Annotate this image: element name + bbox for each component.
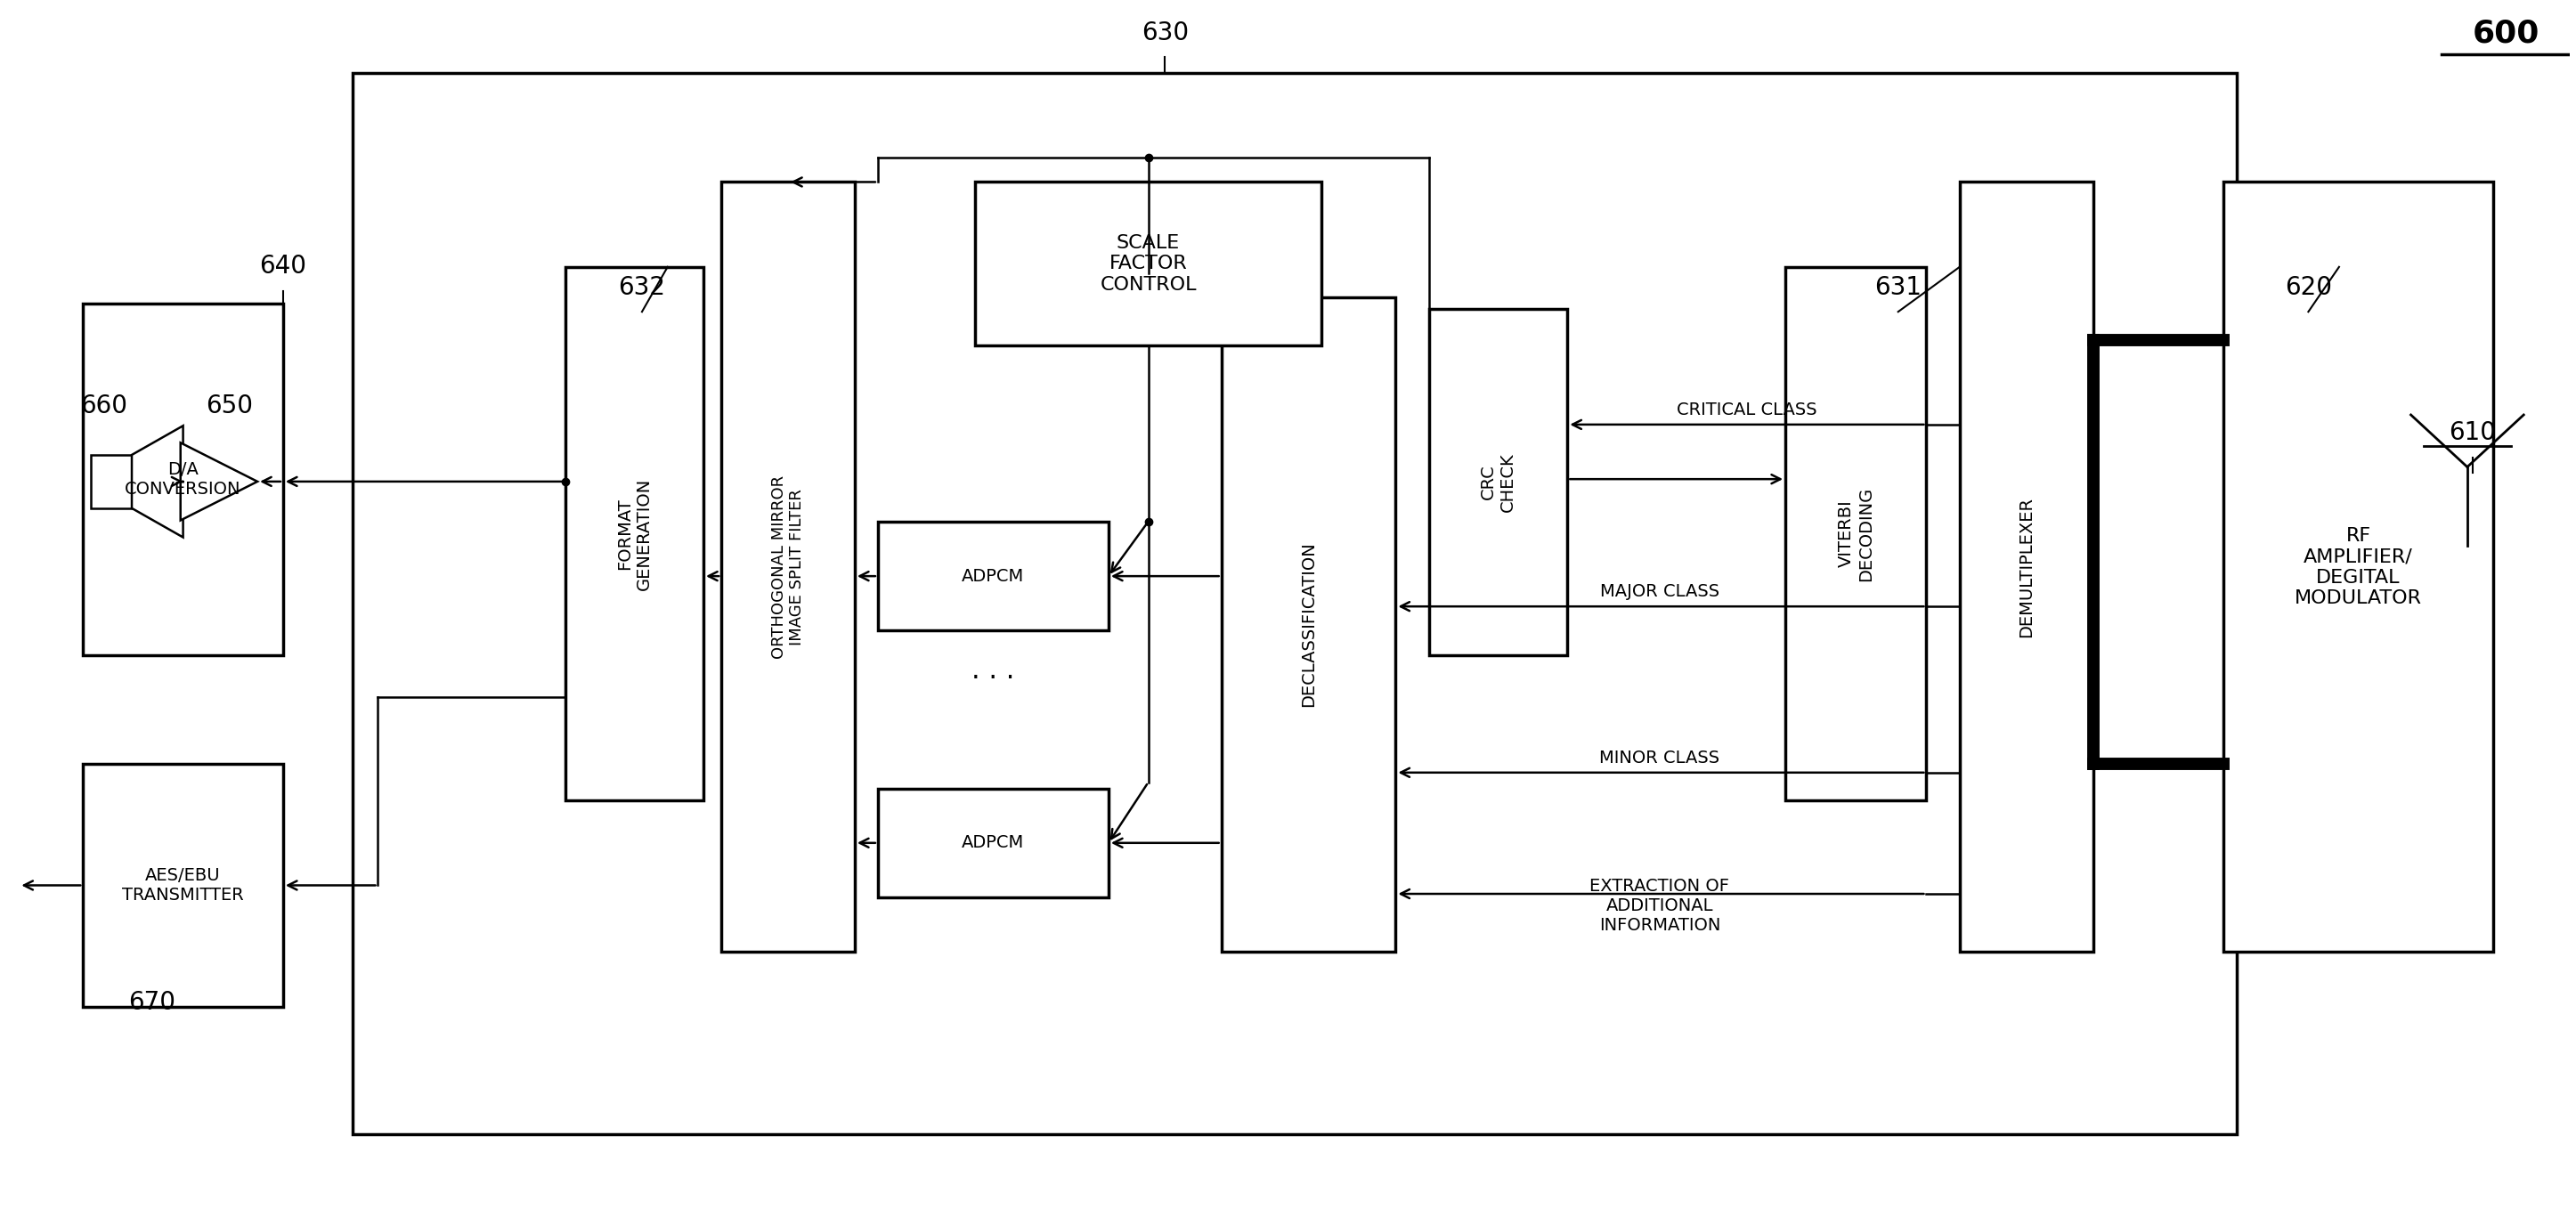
Text: DECLASSIFICATION: DECLASSIFICATION	[1301, 541, 1316, 707]
Text: MINOR CLASS: MINOR CLASS	[1600, 750, 1721, 767]
Text: 620: 620	[2285, 274, 2331, 300]
Bar	[721, 183, 855, 952]
Text: RF
AMPLIFIER/
DEGITAL
MODULATOR: RF AMPLIFIER/ DEGITAL MODULATOR	[2295, 527, 2421, 606]
Bar	[90, 454, 131, 508]
Bar	[1785, 267, 1927, 800]
Text: FORMAT
GENERATION: FORMAT GENERATION	[616, 478, 652, 590]
Text: 632: 632	[618, 274, 665, 300]
Bar	[564, 267, 703, 800]
Text: DEMULTIPLEXER: DEMULTIPLEXER	[2017, 496, 2035, 637]
Text: 670: 670	[129, 990, 175, 1016]
Text: ADPCM: ADPCM	[961, 567, 1025, 584]
Bar	[1960, 183, 2092, 952]
Text: 600: 600	[2473, 18, 2540, 49]
Text: 631: 631	[1875, 274, 1922, 300]
Bar	[878, 789, 1108, 898]
Text: 650: 650	[206, 393, 252, 419]
Bar	[353, 72, 2236, 1134]
Text: D/A
CONVERSION: D/A CONVERSION	[126, 461, 242, 497]
Text: CRITICAL CLASS: CRITICAL CLASS	[1677, 402, 1816, 419]
Text: MAJOR CLASS: MAJOR CLASS	[1600, 583, 1718, 600]
Text: ORTHOGONAL MIRROR
IMAGE SPLIT FILTER: ORTHOGONAL MIRROR IMAGE SPLIT FILTER	[770, 475, 806, 659]
Text: 660: 660	[80, 393, 126, 419]
Text: ADPCM: ADPCM	[961, 834, 1025, 851]
Text: · · ·: · · ·	[971, 666, 1015, 692]
Bar	[2223, 183, 2494, 952]
Bar	[82, 304, 283, 655]
Polygon shape	[180, 442, 258, 521]
Text: EXTRACTION OF
ADDITIONAL
INFORMATION: EXTRACTION OF ADDITIONAL INFORMATION	[1589, 878, 1728, 933]
Bar	[878, 522, 1108, 631]
Text: 640: 640	[260, 254, 307, 279]
Bar	[1221, 298, 1396, 952]
Text: SCALE
FACTOR
CONTROL: SCALE FACTOR CONTROL	[1100, 234, 1198, 294]
Bar	[82, 764, 283, 1007]
Text: CRC
CHECK: CRC CHECK	[1481, 452, 1517, 512]
Text: 610: 610	[2450, 420, 2496, 445]
Text: AES/EBU
TRANSMITTER: AES/EBU TRANSMITTER	[121, 867, 245, 904]
Bar	[976, 183, 1321, 345]
Bar	[1430, 310, 1566, 655]
Polygon shape	[131, 426, 183, 538]
Text: 630: 630	[1141, 20, 1188, 45]
Text: VITERBI
DECODING: VITERBI DECODING	[1837, 486, 1875, 581]
